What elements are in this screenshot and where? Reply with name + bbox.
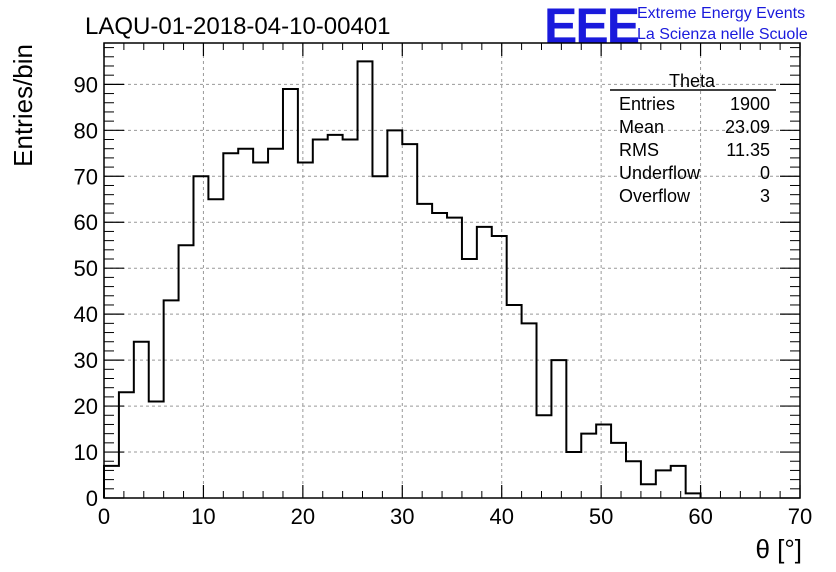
y-tick-label: 40 <box>74 302 98 327</box>
chart-title: LAQU-01-2018-04-10-00401 <box>85 13 391 40</box>
x-axis-label: θ [°] <box>755 534 802 564</box>
logo-mark: EEE <box>544 0 639 54</box>
stats-value: 3 <box>760 186 770 206</box>
x-tick-label: 40 <box>489 504 513 529</box>
stats-value: 0 <box>760 163 770 183</box>
x-tick-label: 20 <box>291 504 315 529</box>
y-tick-label: 60 <box>74 210 98 235</box>
stats-label: Mean <box>619 117 664 137</box>
stats-label: Underflow <box>619 163 701 183</box>
stats-label: RMS <box>619 140 659 160</box>
y-tick-label: 30 <box>74 348 98 373</box>
x-tick-labels: 0 10 20 30 40 50 60 70 <box>98 504 812 529</box>
x-tick-label: 50 <box>589 504 613 529</box>
y-axis-label: Entries/bin <box>8 44 38 167</box>
x-tick-label: 70 <box>788 504 812 529</box>
plot-frame <box>103 42 801 499</box>
y-tick-label: 0 <box>86 486 98 511</box>
y-tick-labels: 0 10 20 30 40 50 60 70 80 90 <box>74 72 98 511</box>
y-tick-label: 10 <box>74 440 98 465</box>
eee-logo: EEE Extreme Energy Events La Scienza nel… <box>544 0 808 54</box>
x-tick-label: 0 <box>98 504 110 529</box>
axis-ticks <box>103 43 801 499</box>
stats-value: 11.35 <box>726 140 770 160</box>
x-tick-label: 10 <box>191 504 215 529</box>
y-tick-label: 90 <box>74 72 98 97</box>
stats-value: 23.09 <box>725 117 770 137</box>
y-tick-label: 50 <box>74 256 98 281</box>
stats-label: Entries <box>619 94 675 114</box>
x-tick-label: 60 <box>688 504 712 529</box>
stats-label: Overflow <box>619 186 691 206</box>
stats-box: Theta Entries 1900 Mean 23.09 RMS 11.35 Underf… <box>610 71 776 206</box>
x-tick-label: 30 <box>390 504 414 529</box>
y-tick-label: 70 <box>74 164 98 189</box>
histogram-series <box>103 60 702 498</box>
grid-lines <box>104 43 800 498</box>
logo-line1: Extreme Energy Events <box>637 5 805 22</box>
stats-rows: Entries 1900 Mean 23.09 RMS 11.35 Underflow 0 Ov… <box>619 94 770 206</box>
stats-value: 1900 <box>730 94 770 114</box>
stats-title: Theta <box>669 71 716 91</box>
y-tick-label: 20 <box>74 394 98 419</box>
logo-line2: La Scienza nelle Scuole <box>637 26 808 43</box>
y-tick-label: 80 <box>74 118 98 143</box>
